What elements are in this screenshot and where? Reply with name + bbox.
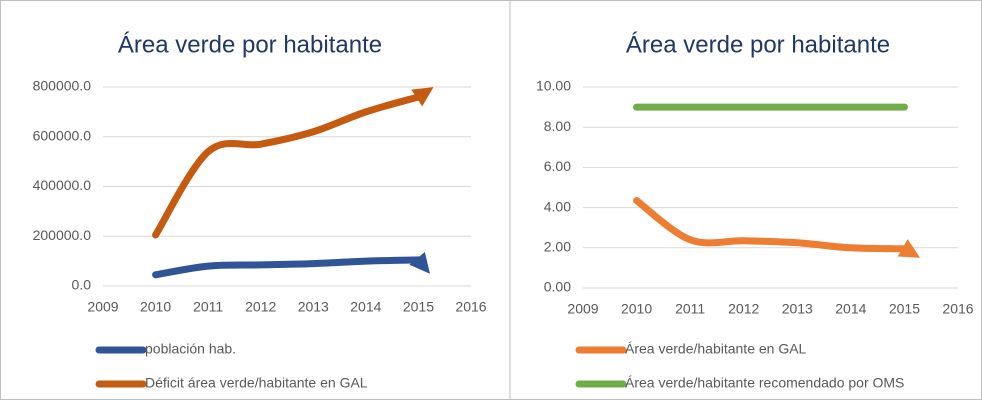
x-tick-label: 2012 — [728, 301, 759, 317]
x-tick-label: 2009 — [87, 299, 118, 315]
x-tick-label: 2015 — [889, 301, 920, 317]
y-tick-label: 600000.0 — [33, 127, 92, 143]
x-tick-label: 2014 — [350, 299, 381, 315]
arrow-head — [409, 251, 430, 274]
x-tick-label: 2013 — [298, 299, 329, 315]
y-tick-label: 400000.0 — [33, 177, 92, 193]
arrow-head — [897, 239, 921, 258]
legend-label: Área verde/habitante en GAL — [625, 341, 807, 357]
y-tick-label: 2.00 — [544, 239, 571, 255]
x-tick-label: 2010 — [140, 299, 171, 315]
y-tick-label: 800000.0 — [33, 78, 92, 94]
x-tick-label: 2010 — [621, 301, 652, 317]
y-tick-label: 0.0 — [72, 277, 92, 293]
arrow-head — [411, 87, 434, 107]
chart-title: Área verde por habitante — [118, 31, 382, 58]
x-tick-label: 2013 — [782, 301, 813, 317]
y-tick-label: 6.00 — [544, 158, 571, 174]
series-line — [152, 93, 422, 239]
y-tick-label: 200000.0 — [33, 227, 92, 243]
legend-label: Área verde/habitante recomendado por OMS — [625, 375, 904, 391]
y-tick-label: 8.00 — [544, 118, 571, 134]
legend-label: población hab. — [145, 341, 236, 357]
y-tick-label: 0.00 — [544, 279, 571, 295]
chart-title: Área verde por habitante — [626, 31, 890, 58]
x-tick-label: 2016 — [942, 301, 973, 317]
series-line — [152, 256, 422, 279]
y-tick-label: 10.00 — [536, 78, 571, 94]
x-tick-label: 2011 — [193, 299, 223, 315]
y-tick-label: 4.00 — [544, 198, 571, 214]
x-tick-label: 2009 — [567, 301, 598, 317]
x-tick-label: 2015 — [403, 299, 434, 315]
series-line — [633, 197, 908, 253]
x-tick-label: 2016 — [455, 299, 486, 315]
x-tick-label: 2012 — [245, 299, 276, 315]
x-tick-label: 2011 — [675, 301, 705, 317]
legend-label: Déficit área verde/habitante en GAL — [145, 375, 368, 391]
x-tick-label: 2014 — [835, 301, 866, 317]
